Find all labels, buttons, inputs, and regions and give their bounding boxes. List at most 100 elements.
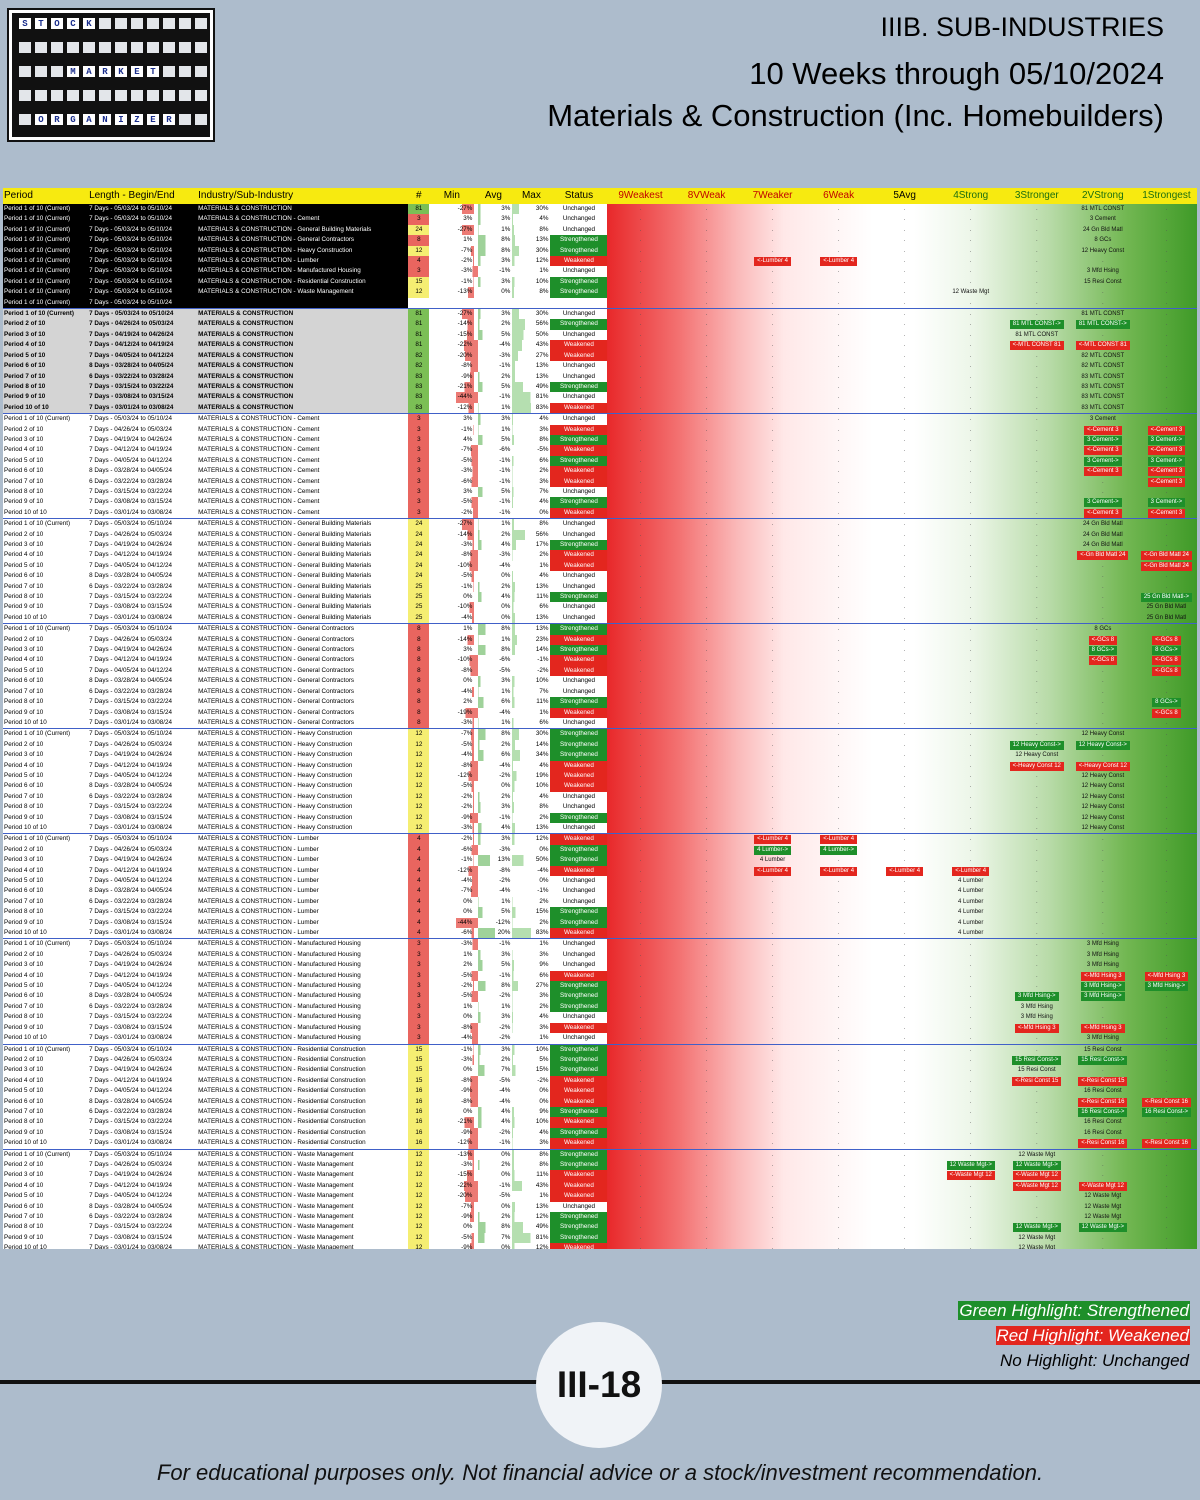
count-cell: 4 (408, 855, 430, 866)
max-cell: 1% (512, 1033, 551, 1044)
count-cell: 16 (408, 1106, 430, 1118)
grade-empty-cell: . (639, 499, 642, 506)
min-cell: 1% (429, 623, 475, 635)
grade-empty-cell: . (705, 604, 708, 611)
status-cell: Weakened (550, 402, 608, 414)
grade-empty-cell: . (639, 804, 642, 811)
grade-marker-cell: 12 Heavy Const (1070, 823, 1136, 834)
status-cell: Weakened (550, 1022, 608, 1034)
min-cell: 0% (463, 1013, 473, 1021)
grade-empty-cell: . (903, 972, 906, 979)
status-cell: Weakened (550, 424, 608, 435)
grade-empty-cell: . (871, 623, 938, 635)
count-cell: 12 (408, 750, 430, 761)
grade-empty-cell: . (1165, 857, 1168, 864)
grade-empty-cell: . (705, 898, 708, 905)
avg-cell: 4% (474, 1117, 513, 1128)
industry-cell: MATERIALS & CONSTRUCTION - Lumber (198, 897, 319, 905)
grade-empty-cell: . (705, 657, 708, 664)
grade-empty-cell: . (837, 373, 840, 380)
grade-marker-cell: 8 GCs (1070, 235, 1136, 245)
industry-cell: MATERIALS & CONSTRUCTION - Residential C… (198, 1055, 366, 1063)
grade-empty-cell: . (639, 1088, 642, 1095)
max-cell: 4% (512, 413, 551, 425)
count-cell: 3 (408, 970, 430, 982)
grade-empty-cell: . (771, 1140, 774, 1147)
min-cell: -3% (429, 266, 475, 277)
length-cell: 7 Days - 05/03/24 to 05/10/24 (88, 224, 198, 236)
grade-empty-cell: . (837, 678, 840, 685)
grade-marker-cell: 82 MTL CONST (1070, 351, 1136, 361)
length-cell: 7 Days - 04/26/24 to 05/03/24 (89, 425, 173, 433)
grade-empty-cell: . (639, 1056, 642, 1063)
grade-marker-cell: <-Cement 3 (1136, 425, 1197, 435)
grade-empty-cell: . (771, 499, 774, 506)
table-row: Period 1 of 10 (Current) 7 Days - 05/03/2… (3, 204, 1197, 215)
grade-empty-cell: . (837, 604, 840, 611)
min-cell: -13% (429, 287, 475, 298)
grade-empty-cell: . (705, 573, 708, 580)
legend-weakened: Red Highlight: Weakened (995, 1326, 1190, 1345)
logo-tile (50, 41, 64, 54)
grade-marker: <-Resi Const 15 (1012, 1076, 1062, 1086)
status-cell: Weakened (550, 466, 608, 477)
grade-empty-cell: . (903, 552, 906, 559)
grade-empty-cell: . (969, 1119, 972, 1126)
industry-cell: MATERIALS & CONSTRUCTION - Heavy Constru… (198, 771, 353, 779)
grade-empty-cell: . (837, 719, 840, 726)
grade-empty-cell: . (937, 833, 1004, 845)
length-cell: 7 Days - 03/15/24 to 03/22/24 (89, 593, 173, 601)
grade-empty-cell: . (837, 1056, 840, 1063)
length-cell: 7 Days - 03/08/24 to 03/15/24 (89, 1233, 173, 1241)
grade-empty-cell: . (1165, 531, 1168, 538)
max-cell: 30% (512, 728, 551, 740)
grade-empty-cell: . (705, 488, 708, 495)
count-cell: 16 (408, 1127, 430, 1139)
table-row: Period 3 of 10 7 Days - 04/19/24 to 04/26… (3, 434, 1197, 446)
status-cell: Unchanged (562, 792, 596, 800)
avg-cell: -1% (474, 455, 513, 467)
grade-empty-cell: . (1035, 678, 1038, 685)
grade-empty-cell: . (837, 1098, 840, 1105)
grade-empty-cell: . (639, 258, 642, 265)
grade-empty-cell: . (771, 657, 774, 664)
grade-empty-cell: . (705, 824, 708, 831)
grade-marker: 8 GCs-> (1088, 646, 1118, 656)
count-cell: 3 (408, 981, 430, 992)
grade-marker: <-Lumber 4 (754, 257, 792, 267)
grade-empty-cell: . (903, 216, 906, 223)
grade-marker: 25 Gn Bld Matl (1146, 604, 1187, 611)
grade-empty-cell: . (771, 216, 774, 223)
table-row: Period 10 of 10 7 Days - 03/01/24 to 03/0… (3, 928, 1197, 939)
grade-empty-cell: . (837, 1035, 840, 1042)
table-row: Period 2 of 10 7 Days - 04/26/24 to 05/03… (3, 739, 1197, 751)
grade-empty-cell: . (837, 919, 840, 926)
grade-empty-cell: . (771, 1245, 774, 1249)
status-cell: Strengthened (550, 245, 608, 257)
grade-marker: <-Mfd Hsing 3 (1144, 971, 1189, 981)
table-row: Period 6 of 10 8 Days - 03/28/24 to 04/05… (3, 781, 1197, 792)
status-cell: Weakened (550, 1075, 608, 1087)
grade-empty-cell: . (705, 206, 708, 212)
grade-empty-cell: . (771, 1056, 774, 1063)
grade-empty-cell: . (607, 308, 674, 320)
status-cell: Unchanged (562, 613, 596, 621)
grade-marker: 12 Heavy Const (1081, 793, 1125, 800)
logo-tile (146, 89, 160, 102)
logo-tile (162, 89, 176, 102)
length-cell: 7 Days - 05/03/24 to 05/10/24 (88, 245, 198, 257)
count-cell: 12 (408, 245, 430, 257)
status-cell: Weakened (550, 833, 608, 845)
count-cell: 3 (408, 266, 430, 277)
logo-tile (146, 17, 160, 30)
grade-empty-cell: . (1165, 1193, 1168, 1200)
grade-empty-cell: . (805, 518, 872, 530)
grade-marker-cell: 15 Resi Const (1069, 1043, 1136, 1055)
grade-marker: 3 Cement-> (1147, 498, 1186, 508)
max-cell: 13% (512, 1201, 551, 1212)
min-cell: -27% (429, 204, 475, 215)
grade-empty-cell: . (705, 1003, 708, 1010)
min-cell: -14% (429, 529, 475, 540)
period-cell: Period 5 of 10 (4, 561, 44, 569)
grade-empty-cell: . (805, 623, 872, 635)
